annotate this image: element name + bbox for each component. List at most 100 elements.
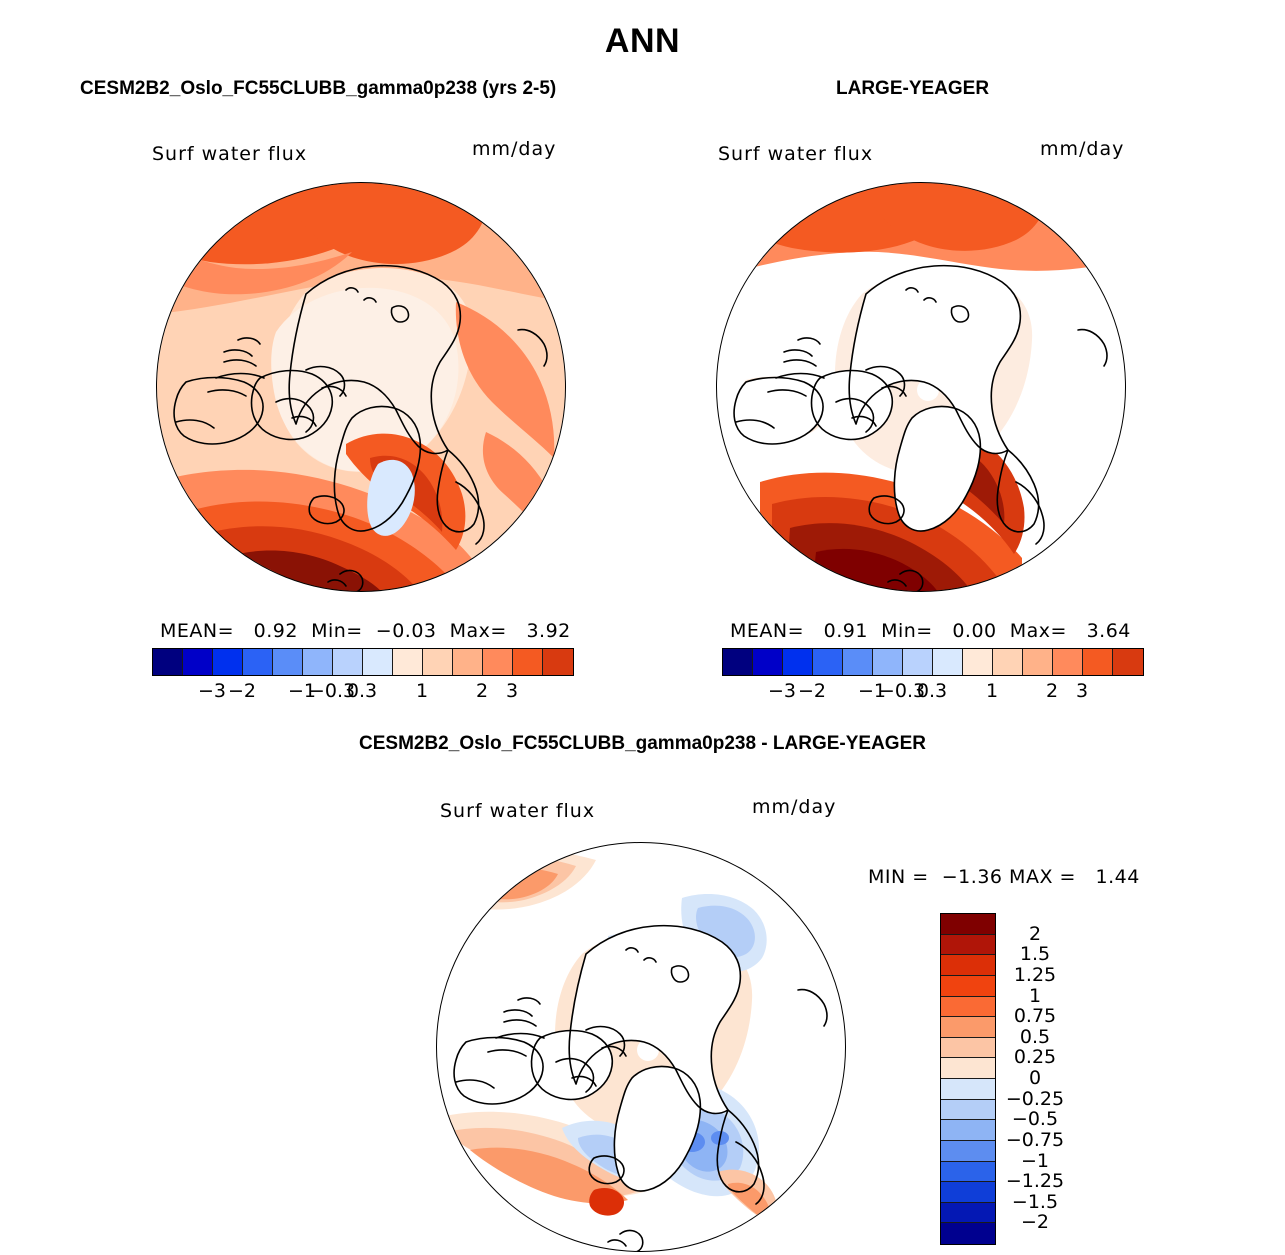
colorbar-tick-label: 0 [1028,1067,1042,1089]
left-units-label: mm/day [472,138,557,160]
diff-minmax-stats: MIN = −1.36 MAX = 1.44 [868,866,1140,888]
colorbar-cell [393,649,423,675]
right-mean-value: 0.91 [823,620,868,642]
colorbar-cell [513,649,543,675]
colorbar-cell [993,649,1023,675]
colorbar-cell [363,649,393,675]
colorbar-tick-label: 0.3 [346,680,378,702]
map-observations-svg [717,183,1125,591]
colorbar-cell [813,649,843,675]
colorbar-tick-label: 3 [1075,680,1089,702]
colorbar-cell [963,649,993,675]
colorbar-cell [243,649,273,675]
right-max-label: Max= [1009,620,1067,642]
colorbar-cell [1023,649,1053,675]
colorbar-cell [941,996,995,1018]
colorbar-cell [941,1161,995,1183]
colorbar-cell [941,1058,995,1079]
right-max-value: 3.64 [1086,620,1131,642]
diff-min-value: −1.36 [941,866,1003,888]
colorbar-cell [843,649,873,675]
colorbar-tick-label: −0.3 [308,680,356,702]
colorbar-tick-label: 3 [505,680,519,702]
diff-min-label: MIN = [868,866,929,888]
left-min-value: −0.03 [375,620,437,642]
colorbar-cell [753,649,783,675]
colorbar-main-right-ticks: −3 −2 −1 −0.3 0.3 1 2 3 [722,680,1142,706]
left-stats: MEAN= 0.92 Min= −0.03 Max= 3.92 [160,620,571,642]
colorbar-cell [941,1017,995,1038]
colorbar-tick-label: 0.25 [1013,1046,1057,1069]
colorbar-difference-ticks: 2 1.5 1.25 1 0.75 0.5 0.25 0 −0.25 −0.5 −0.75 −1 −1.… [1000,913,1080,1243]
left-max-value: 3.92 [526,620,571,642]
colorbar-cell [941,914,995,935]
colorbar-tick-label: −1 [287,680,317,702]
colorbar-cell [453,649,483,675]
colorbar-cell [153,649,183,675]
colorbar-tick-label: 1.5 [1019,943,1051,966]
colorbar-tick-label: −2 [1020,1211,1049,1234]
left-max-label: Max= [449,620,507,642]
map-observations [716,182,1126,592]
colorbar-cell [903,649,933,675]
map-difference [436,842,846,1252]
left-variable-label: Surf water flux [152,143,308,165]
right-mean-label: MEAN= [730,620,805,642]
colorbar-main-left [152,648,574,676]
right-min-value: 0.00 [952,620,997,642]
colorbar-cell [933,649,963,675]
colorbar-tick-label: −1.25 [1005,1170,1065,1193]
colorbar-cell [213,649,243,675]
left-panel-title: CESM2B2_Oslo_FC55CLUBB_gamma0p238 (yrs 2… [80,78,557,99]
colorbar-cell [941,1140,995,1162]
colorbar-cell [941,934,995,956]
right-panel-title: LARGE-YEAGER [836,78,990,99]
colorbar-cell [941,1223,995,1244]
colorbar-tick-label: −1 [857,680,887,702]
colorbar-cell [783,649,813,675]
colorbar-cell [941,955,995,976]
colorbar-cell [183,649,213,675]
colorbar-main-right [722,648,1144,676]
colorbar-cell [483,649,513,675]
left-mean-label: MEAN= [160,620,235,642]
colorbar-cell [941,1099,995,1121]
colorbar-tick-label: −2 [797,680,827,702]
colorbar-tick-label: 1 [985,680,999,702]
map-model-svg [157,183,565,591]
colorbar-cell [941,1202,995,1224]
colorbar-tick-label: 2 [1028,922,1042,945]
colorbar-tick-label: −3 [767,680,797,702]
right-variable-label: Surf water flux [718,143,874,165]
left-min-label: Min= [311,620,363,642]
page-title: ANN [604,22,681,60]
colorbar-tick-label: 1 [1028,984,1042,1007]
colorbar-tick-label: −0.75 [1005,1128,1065,1151]
diff-units-label: mm/day [752,796,837,818]
colorbar-tick-label: −3 [197,680,227,702]
colorbar-tick-label: −0.3 [878,680,926,702]
diff-panel-title: CESM2B2_Oslo_FC55CLUBB_gamma0p238 - LARG… [359,733,926,754]
colorbar-tick-label: 2 [1045,680,1059,702]
colorbar-cell [1083,649,1113,675]
colorbar-cell [941,1120,995,1141]
colorbar-main-left-ticks: −3 −2 −1 −0.3 0.3 1 2 3 [152,680,572,706]
colorbar-cell [303,649,333,675]
colorbar-tick-label: −2 [227,680,257,702]
colorbar-tick-label: −1.5 [1011,1190,1059,1213]
colorbar-cell [1113,649,1143,675]
map-difference-svg [437,843,845,1251]
colorbar-cell [941,1079,995,1100]
colorbar-cell [423,649,453,675]
colorbar-cell [941,1037,995,1059]
diff-max-label: MAX = [1009,866,1076,888]
colorbar-tick-label: 1 [415,680,429,702]
colorbar-tick-label: 0.75 [1013,1005,1057,1028]
map-model [156,182,566,592]
left-mean-value: 0.92 [253,620,298,642]
colorbar-cell [273,649,303,675]
colorbar-cell [941,1182,995,1203]
colorbar-difference [940,913,996,1245]
colorbar-cell [723,649,753,675]
diff-variable-label: Surf water flux [440,800,596,822]
